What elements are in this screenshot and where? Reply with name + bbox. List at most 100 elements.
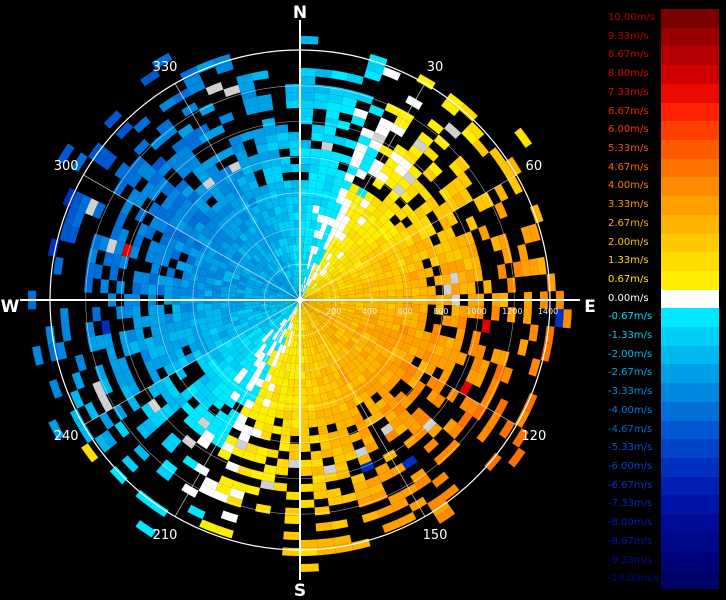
velocity-cell bbox=[180, 279, 190, 289]
velocity-cell bbox=[317, 314, 326, 322]
velocity-cell bbox=[361, 209, 372, 221]
velocity-cell bbox=[439, 201, 453, 216]
velocity-cell bbox=[233, 215, 244, 227]
velocity-cell bbox=[180, 388, 193, 402]
velocity-cell bbox=[391, 497, 409, 512]
velocity-cell bbox=[222, 225, 234, 236]
velocity-cell bbox=[432, 393, 446, 409]
velocity-cell bbox=[355, 168, 368, 180]
velocity-cell bbox=[329, 226, 338, 237]
velocity-cell bbox=[403, 255, 415, 266]
velocity-cell bbox=[331, 70, 349, 81]
velocity-cell bbox=[300, 403, 308, 412]
velocity-cell bbox=[313, 246, 320, 255]
legend-swatch bbox=[661, 289, 719, 309]
velocity-cell bbox=[237, 309, 246, 316]
velocity-cell bbox=[212, 290, 221, 298]
velocity-cell bbox=[294, 220, 300, 229]
legend-swatch bbox=[661, 9, 719, 29]
velocity-cell bbox=[271, 198, 280, 208]
velocity-cell bbox=[300, 35, 319, 45]
velocity-cell bbox=[276, 300, 285, 303]
velocity-cell bbox=[293, 211, 300, 221]
velocity-cell bbox=[248, 153, 261, 165]
velocity-cell bbox=[254, 194, 265, 205]
velocity-cell bbox=[87, 247, 99, 264]
velocity-cell bbox=[276, 132, 289, 142]
legend-swatch bbox=[661, 158, 719, 178]
velocity-cell bbox=[304, 363, 310, 372]
velocity-cell bbox=[383, 342, 394, 352]
velocity-cell bbox=[310, 148, 322, 158]
velocity-cell bbox=[268, 319, 277, 327]
velocity-cell bbox=[99, 377, 114, 395]
velocity-cell bbox=[117, 228, 130, 244]
legend-label: -4.00m/s bbox=[608, 404, 653, 416]
velocity-cell bbox=[228, 161, 242, 173]
velocity-cell bbox=[284, 346, 290, 355]
velocity-cell bbox=[386, 336, 397, 346]
velocity-cell bbox=[144, 359, 157, 374]
velocity-cell bbox=[370, 196, 383, 209]
legend-swatch bbox=[661, 252, 719, 272]
velocity-cell bbox=[283, 311, 290, 319]
velocity-cell bbox=[171, 138, 188, 153]
velocity-cell bbox=[333, 177, 344, 188]
velocity-cell bbox=[188, 280, 198, 290]
velocity-cell bbox=[408, 144, 424, 159]
velocity-cell bbox=[228, 134, 243, 147]
velocity-cell bbox=[199, 373, 211, 386]
velocity-cell bbox=[253, 309, 262, 315]
velocity-cell bbox=[412, 138, 429, 153]
velocity-cell bbox=[216, 369, 228, 381]
velocity-cell bbox=[352, 107, 369, 120]
velocity-cell bbox=[236, 305, 245, 312]
velocity-cell bbox=[245, 311, 255, 318]
velocity-cell bbox=[309, 312, 316, 320]
velocity-cell bbox=[394, 391, 407, 404]
velocity-cell bbox=[315, 369, 323, 379]
velocity-cell bbox=[198, 202, 212, 215]
velocity-cell bbox=[366, 270, 377, 278]
velocity-cell bbox=[459, 282, 468, 295]
velocity-cell bbox=[269, 190, 279, 200]
velocity-cell bbox=[313, 288, 322, 293]
velocity-cell bbox=[346, 164, 359, 176]
velocity-cell bbox=[333, 332, 342, 341]
velocity-cell bbox=[136, 222, 149, 238]
velocity-cell bbox=[301, 284, 305, 293]
legend-swatch bbox=[661, 364, 719, 384]
velocity-cell bbox=[287, 269, 292, 279]
velocity-cell bbox=[243, 361, 253, 372]
velocity-cell bbox=[305, 287, 312, 295]
velocity-cell bbox=[385, 276, 395, 285]
velocity-cell bbox=[258, 151, 271, 162]
velocity-cell bbox=[199, 323, 209, 333]
velocity-cell bbox=[307, 296, 316, 299]
velocity-cell bbox=[365, 235, 376, 246]
velocity-cell bbox=[315, 302, 324, 306]
velocity-cell bbox=[408, 420, 423, 435]
velocity-cell bbox=[300, 459, 312, 469]
velocity-cell bbox=[311, 458, 324, 468]
velocity-cell bbox=[339, 384, 349, 395]
velocity-cell bbox=[389, 373, 401, 386]
legend-swatch bbox=[661, 495, 719, 515]
velocity-cell bbox=[109, 225, 122, 241]
velocity-cell bbox=[330, 257, 339, 266]
velocity-cell bbox=[382, 358, 393, 369]
velocity-cell bbox=[271, 425, 283, 435]
velocity-cell bbox=[312, 386, 320, 396]
velocity-cell bbox=[266, 182, 277, 193]
velocity-cell bbox=[154, 206, 168, 220]
velocity-cell bbox=[376, 338, 387, 348]
velocity-cell bbox=[178, 337, 189, 348]
velocity-cell bbox=[444, 250, 456, 264]
velocity-cell bbox=[201, 157, 216, 171]
velocity-cell bbox=[213, 353, 225, 364]
velocity-cell bbox=[150, 325, 161, 337]
velocity-cell bbox=[311, 237, 318, 247]
velocity-cell bbox=[60, 308, 70, 326]
velocity-cell bbox=[266, 328, 275, 337]
velocity-cell bbox=[246, 331, 256, 340]
